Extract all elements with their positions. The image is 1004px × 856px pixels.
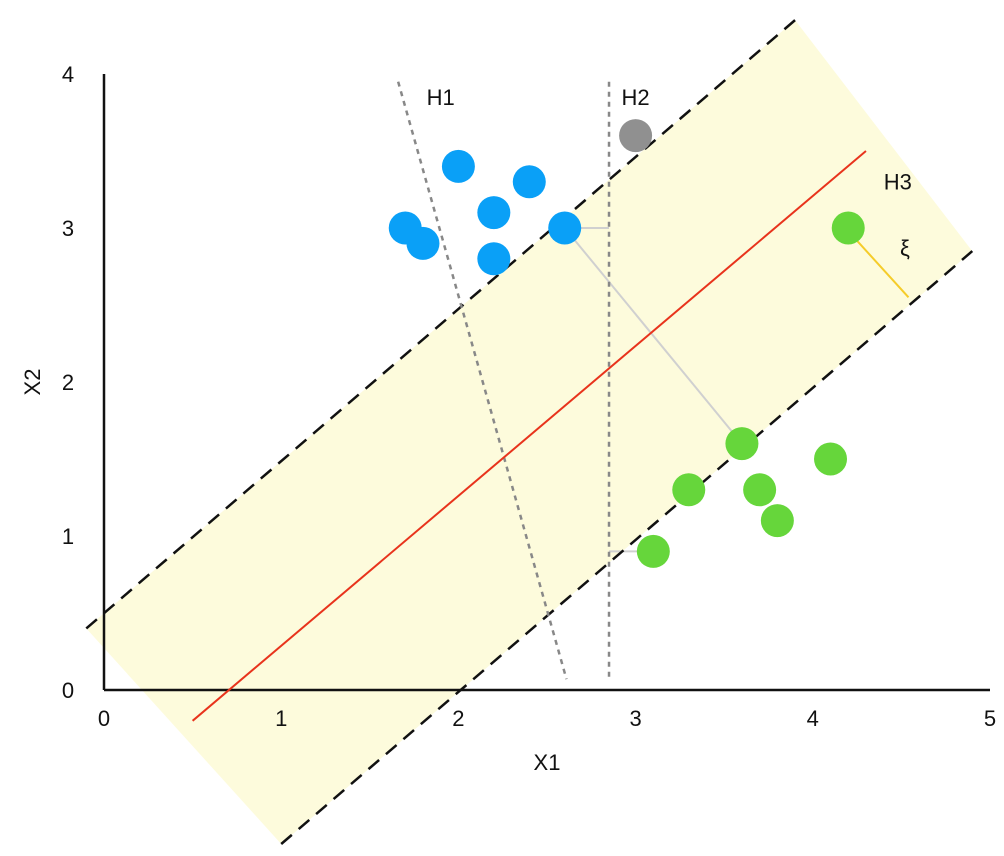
slack-line <box>847 230 910 298</box>
lower-margin-line <box>280 250 974 845</box>
class-a-point <box>548 211 582 245</box>
y-tick-label: 3 <box>62 216 74 241</box>
hyperplane-h1 <box>396 81 568 680</box>
class-b-point <box>743 473 777 507</box>
class-a-point <box>441 149 475 183</box>
class-b-point <box>636 534 670 568</box>
x-tick-label: 5 <box>984 706 996 731</box>
y-tick-label: 1 <box>62 524 74 549</box>
outlier-point <box>619 119 653 153</box>
y-tick-label: 0 <box>62 678 74 703</box>
class-b-point <box>814 442 848 476</box>
x-tick-labels: 0 1 2 3 4 5 <box>98 706 996 731</box>
y-tick-labels: 0 1 2 3 4 <box>62 62 74 703</box>
x-tick-label: 3 <box>629 706 641 731</box>
x-axis-label: X1 <box>534 750 561 775</box>
hyperplane-label-h1: H1 <box>427 85 455 110</box>
hyperplanes: H1 H2 H3 <box>191 81 912 722</box>
y-axis-label: X2 <box>20 369 45 396</box>
y-tick-label: 2 <box>62 370 74 395</box>
class-b-point <box>760 504 794 538</box>
margin-band <box>86 20 973 845</box>
x-tick-label: 2 <box>452 706 464 731</box>
x-tick-label: 0 <box>98 706 110 731</box>
upper-margin-line <box>85 19 796 630</box>
class-a-point <box>406 226 440 260</box>
x-tick-label: 1 <box>275 706 287 731</box>
slack-label: ξ <box>900 236 910 261</box>
class-b-point <box>672 473 706 507</box>
data-points <box>388 119 865 568</box>
y-tick-label: 4 <box>62 62 74 87</box>
class-b-point <box>831 211 865 245</box>
distance-line <box>563 227 743 445</box>
hyperplane-label-h3: H3 <box>884 170 912 195</box>
class-a-point <box>512 165 546 199</box>
class-a-point <box>477 196 511 230</box>
class-a-point <box>477 242 511 276</box>
x-tick-label: 4 <box>807 706 819 731</box>
hyperplane-h3 <box>191 150 867 722</box>
hyperplane-label-h2: H2 <box>622 85 650 110</box>
class-b-point <box>725 427 759 461</box>
